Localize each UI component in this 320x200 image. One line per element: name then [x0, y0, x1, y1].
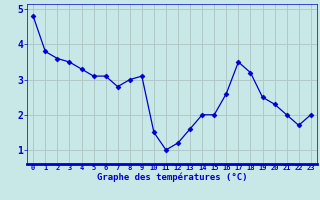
X-axis label: Graphe des températures (°C): Graphe des températures (°C) [97, 173, 247, 182]
